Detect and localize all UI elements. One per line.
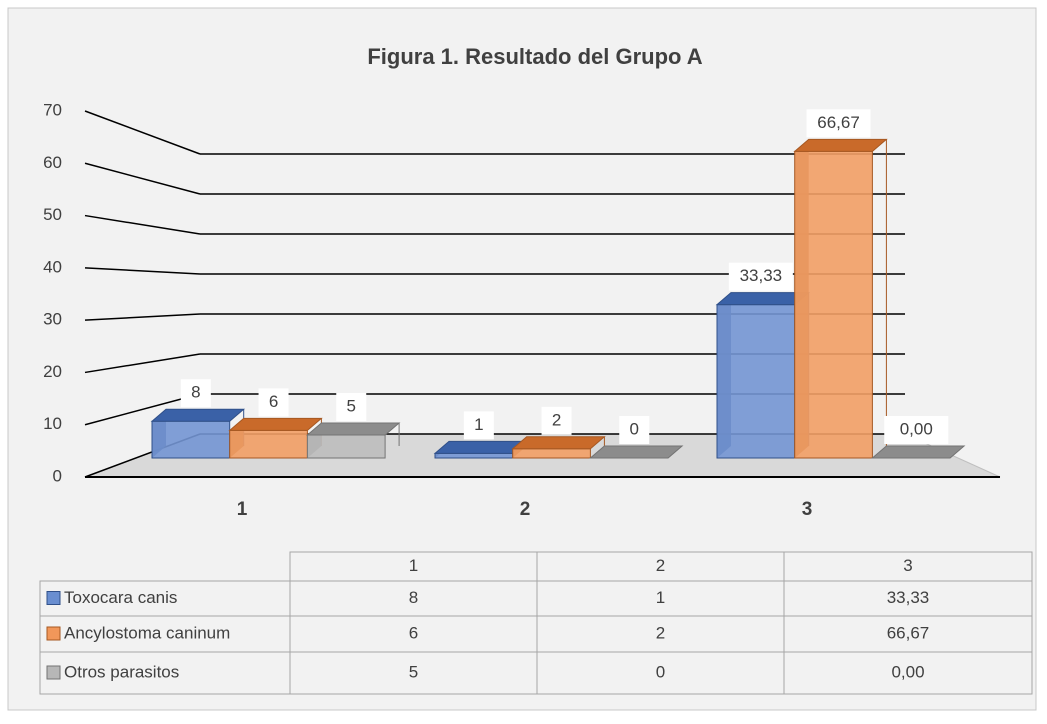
table-cell: 66,67	[887, 623, 930, 642]
value-label: 33,33	[740, 266, 783, 285]
value-label-box	[884, 416, 949, 444]
value-label-box	[258, 388, 289, 417]
bar	[306, 422, 401, 459]
table-header: 3	[903, 556, 912, 575]
table-cell: 33,33	[887, 588, 930, 607]
y-tick-label: 50	[43, 205, 62, 224]
table-header: 1	[409, 556, 418, 575]
legend-label: Toxocara canis	[64, 588, 177, 607]
grid-line	[84, 313, 201, 321]
bar	[793, 138, 888, 459]
bar-top	[871, 445, 966, 459]
chart-title: Figura 1. Resultado del Grupo A	[367, 44, 702, 69]
grid-line	[84, 214, 201, 235]
bar-front	[151, 420, 231, 459]
value-label-box	[336, 393, 367, 421]
value-label-box	[541, 406, 572, 435]
value-label: 6	[269, 392, 278, 411]
y-tick-label: 60	[43, 153, 62, 172]
bar-top	[589, 445, 684, 459]
value-label: 8	[191, 383, 200, 402]
table-cell: 5	[409, 662, 418, 681]
value-label: 5	[347, 396, 356, 415]
value-label: 66,67	[817, 113, 860, 132]
bar	[511, 436, 606, 459]
table-cell: 0	[656, 662, 665, 681]
legend-label: Ancylostoma caninum	[64, 623, 230, 642]
legend-swatch	[46, 626, 61, 641]
bar-front	[229, 429, 308, 459]
value-label: 1	[474, 415, 483, 434]
x-tick-label: 1	[237, 499, 248, 520]
bar-top	[150, 408, 246, 422]
bar-top	[793, 138, 888, 152]
grid-line	[84, 110, 201, 155]
bar	[150, 408, 246, 459]
grid-line	[84, 353, 201, 374]
x-tick-label: 2	[520, 499, 531, 520]
bar-front	[434, 452, 514, 459]
table-cell: 2	[656, 623, 665, 642]
bar	[715, 292, 811, 459]
bar-front	[512, 448, 591, 459]
y-tick-label: 70	[43, 100, 62, 119]
bar	[228, 417, 323, 459]
value-label-box	[180, 379, 211, 408]
grid-line	[84, 267, 201, 275]
bar	[589, 445, 684, 459]
grid-line	[84, 393, 201, 426]
y-tick-label: 0	[53, 466, 62, 485]
bar	[871, 445, 966, 459]
y-tick-label: 30	[43, 310, 62, 329]
x-tick-label: 3	[802, 499, 813, 520]
value-label: 0	[630, 419, 639, 438]
y-tick-label: 20	[43, 362, 62, 381]
bar-top	[306, 422, 401, 436]
y-tick-label: 40	[43, 257, 62, 276]
y-tick-label: 10	[43, 414, 62, 433]
grid-line	[84, 162, 201, 195]
bar-top	[228, 417, 323, 431]
table-cell: 8	[409, 588, 418, 607]
bar-front	[716, 304, 796, 459]
value-label-box	[463, 411, 494, 440]
legend-label: Otros parasitos	[64, 662, 179, 681]
table-header-bg	[289, 551, 1033, 582]
legend-swatch	[46, 591, 61, 605]
value-label-box	[806, 109, 871, 138]
value-label: 0,00	[900, 419, 933, 438]
table-body-bg	[39, 580, 1033, 695]
bar-front	[306, 434, 386, 459]
value-label-box	[619, 416, 650, 444]
bar-front	[794, 150, 873, 459]
value-label-box	[728, 262, 793, 291]
table-cell: 1	[656, 588, 665, 607]
table-cell: 6	[409, 623, 418, 642]
table-header: 2	[656, 556, 665, 575]
legend-swatch	[46, 665, 61, 680]
bar-top	[511, 436, 606, 450]
table-cell: 0,00	[891, 662, 924, 681]
value-label: 2	[552, 410, 561, 429]
